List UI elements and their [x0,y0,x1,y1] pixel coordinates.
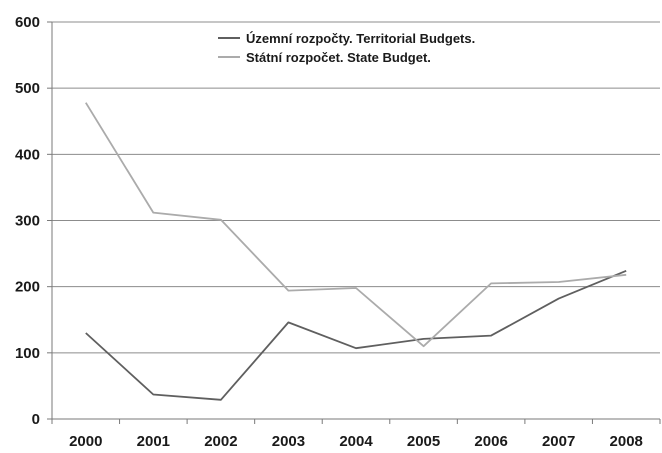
legend: Územní rozpočty. Territorial Budgets. St… [218,31,475,65]
series-line-1 [85,102,627,348]
y-tick-label-600: 600 [15,14,40,31]
x-tick-label-2003: 2003 [272,433,305,450]
y-tick-label-200: 200 [15,279,40,296]
legend-label-territorial-budgets: Územní rozpočty. Territorial Budgets. [246,31,475,46]
x-axis-tick-labels: 2000 2001 2002 2003 2004 2005 2006 2007 2008 [69,433,643,450]
y-tick-label-100: 100 [15,345,40,362]
legend-label-state-budget: Státní rozpočet. State Budget. [246,50,431,65]
x-tick-label-2004: 2004 [339,433,373,450]
x-tick-label-2005: 2005 [407,433,440,450]
y-tick-label-300: 300 [15,213,40,230]
y-tick-label-500: 500 [15,80,40,97]
x-tick-label-2001: 2001 [137,433,170,450]
series-lines [85,102,627,401]
y-tick-label-400: 400 [15,146,40,163]
y-tick-label-0: 0 [32,411,40,428]
axes [47,21,661,424]
x-tick-label-2007: 2007 [542,433,575,450]
x-tick-label-2006: 2006 [474,433,507,450]
y-axis-tick-labels: 0 100 200 300 400 500 600 [15,14,40,428]
series-line-0 [85,269,627,401]
gridlines [52,21,660,354]
x-tick-label-2002: 2002 [204,433,237,450]
x-tick-label-2008: 2008 [610,433,643,450]
x-tick-label-2000: 2000 [69,433,102,450]
